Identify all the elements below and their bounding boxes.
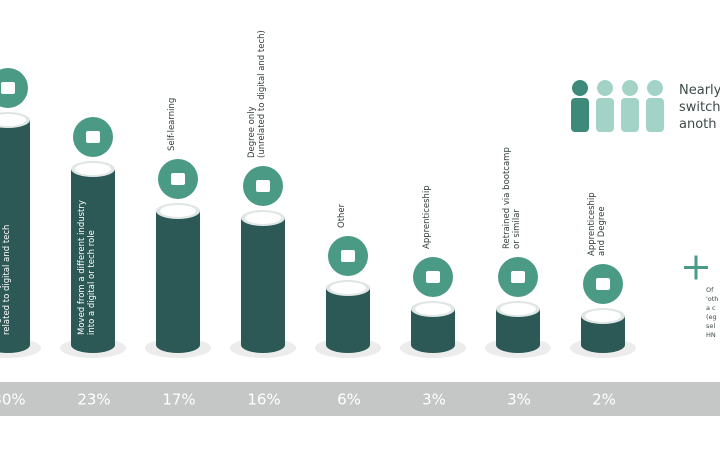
bar-top-inner	[585, 310, 621, 322]
bar-top-inner	[245, 212, 281, 224]
icon-glyph	[341, 250, 355, 262]
bar-top-inner	[500, 303, 536, 315]
category-line: Other	[337, 203, 347, 228]
category-line: and Degree	[597, 206, 607, 256]
category-label: Degree only(unrelated to digital and tec…	[247, 30, 267, 158]
bar	[0, 120, 30, 345]
category-line: related to digital and tech	[2, 225, 12, 335]
side-note: a c	[706, 304, 716, 312]
category-label: Moved from a different industryinto a di…	[77, 200, 97, 335]
bar-top-inner	[0, 114, 26, 126]
bar	[241, 218, 285, 345]
annotation: Nearly	[679, 83, 720, 98]
side-note: 'oth	[706, 295, 718, 303]
category-line: (unrelated to digital and tech)	[257, 30, 267, 158]
bar-bottom	[71, 337, 115, 353]
icon-glyph	[86, 131, 100, 143]
category-line: Self-learning	[167, 98, 177, 151]
icon-glyph	[1, 82, 15, 94]
category-line: Degree only	[247, 106, 257, 158]
bar	[326, 288, 370, 345]
bar-bottom	[326, 337, 370, 353]
category-label: Degree onlyrelated to digital and tech	[0, 225, 12, 335]
bar-top-inner	[75, 163, 111, 175]
value-band	[0, 382, 720, 416]
annotation: anoth	[679, 117, 717, 132]
bar-bottom	[156, 337, 200, 353]
value-label: 3%	[507, 391, 531, 409]
bar	[156, 211, 200, 345]
value-label: 2%	[592, 391, 616, 409]
side-note: Of	[706, 286, 714, 294]
side-note: sel	[706, 322, 715, 330]
category-label: Retrained via bootcampor similar	[502, 147, 522, 249]
bar-bottom	[411, 337, 455, 353]
bar-top-inner	[330, 282, 366, 294]
bar	[71, 169, 115, 345]
category-line: Retrained via bootcamp	[502, 147, 512, 249]
value-label: 30%	[0, 391, 26, 409]
category-label: Apprenticeshipand Degree	[587, 192, 607, 256]
icon-glyph	[171, 173, 185, 185]
bar-bottom	[0, 337, 30, 353]
bar-top-inner	[415, 303, 451, 315]
bar-bottom	[241, 337, 285, 353]
people-icon	[571, 80, 664, 132]
category-label: Self-learning	[167, 98, 177, 151]
category-line: into a digital or tech role	[87, 230, 97, 335]
category-label: Other	[337, 203, 347, 228]
value-label: 6%	[337, 391, 361, 409]
category-line: Apprenticeship	[422, 185, 432, 249]
side-note: (eg	[706, 313, 717, 321]
bar-bottom	[581, 337, 625, 353]
category-line: Apprenticeship	[587, 192, 597, 256]
bar-top-inner	[160, 205, 196, 217]
plus-icon	[684, 255, 708, 280]
icon-glyph	[596, 278, 610, 290]
category-line: or similar	[512, 209, 522, 249]
value-label: 3%	[422, 391, 446, 409]
value-label: 17%	[162, 391, 195, 409]
category-label: Apprenticeship	[422, 185, 432, 249]
icon-glyph	[256, 180, 270, 192]
side-note: HN	[706, 331, 716, 339]
bar-bottom	[496, 337, 540, 353]
icon-glyph	[426, 271, 440, 283]
category-line: Moved from a different industry	[77, 200, 87, 335]
value-label: 16%	[247, 391, 280, 409]
value-label: 23%	[77, 391, 110, 409]
icon-glyph	[511, 271, 525, 283]
category-line: Degree only	[0, 283, 2, 335]
annotation: switch	[679, 100, 720, 115]
